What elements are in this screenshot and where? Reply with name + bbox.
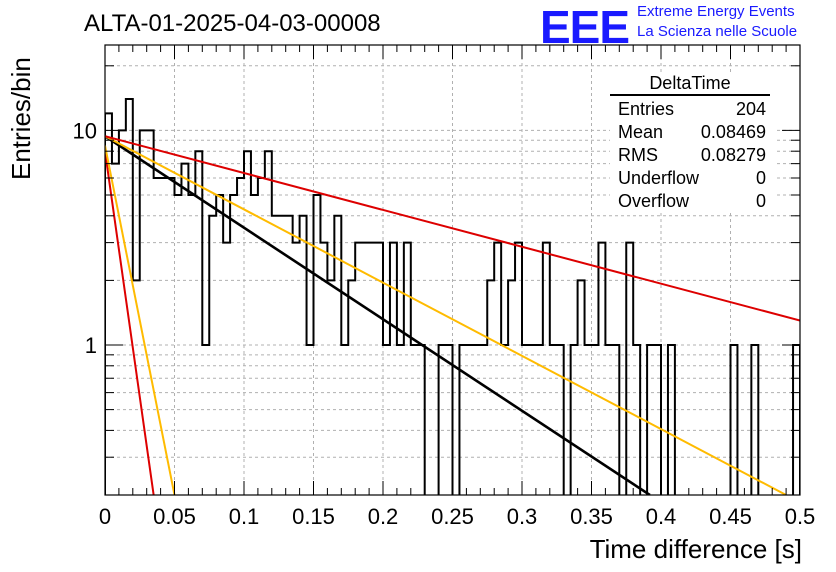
x-tick-label: 0.4 xyxy=(646,504,677,529)
stats-label: Underflow xyxy=(618,168,700,188)
logo-tagline-1: Extreme Energy Events xyxy=(637,3,795,20)
y-tick-label: 1 xyxy=(85,333,97,358)
fit-curves xyxy=(105,135,800,495)
stats-row-underflow: Underflow 0 xyxy=(610,167,776,190)
y-axis-label: Entries/bin xyxy=(6,57,36,180)
stats-label: RMS xyxy=(618,145,658,165)
x-axis-label: Time difference [s] xyxy=(589,534,802,564)
fit-curve-5 xyxy=(105,135,800,322)
x-tick-label: 0.05 xyxy=(153,504,196,529)
stats-value: 0 xyxy=(755,168,766,188)
stats-box: DeltaTime Entries 204 Mean 0.08469 RMS 0… xyxy=(610,72,776,213)
stats-label: Overflow xyxy=(618,191,690,211)
fit-curve-2 xyxy=(105,145,176,495)
x-tick-label: 0.35 xyxy=(570,504,613,529)
stats-label: Mean xyxy=(618,122,664,142)
stats-value: 0.08469 xyxy=(700,122,766,142)
x-tick-label: 0.25 xyxy=(431,504,474,529)
stats-label: Entries xyxy=(618,99,675,119)
stats-row-entries: Entries 204 xyxy=(610,98,776,121)
x-tick-label: 0.3 xyxy=(507,504,538,529)
x-tick-label: 0.1 xyxy=(229,504,260,529)
x-tick-label: 0.45 xyxy=(709,504,752,529)
axis-ticks: 0 0.05 0.1 0.15 0.2 0.25 0.3 0.35 0.4 0.45 0.5 1 10 xyxy=(73,45,816,529)
eee-logo: EEE xyxy=(540,1,630,53)
x-tick-label: 0 xyxy=(99,504,111,529)
x-tick-label: 0.2 xyxy=(368,504,399,529)
fit-curve-1 xyxy=(105,151,155,495)
stats-title: DeltaTime xyxy=(610,72,770,96)
fit-curve-4 xyxy=(105,135,787,495)
y-tick-label: 10 xyxy=(73,118,97,143)
plot-title: ALTA-01-2025-04-03-00008 xyxy=(84,10,381,37)
stats-value: 204 xyxy=(735,99,766,119)
x-tick-label: 0.5 xyxy=(785,504,816,529)
fit-curve-3 xyxy=(105,135,651,495)
stats-row-rms: RMS 0.08279 xyxy=(610,144,776,167)
stats-row-mean: Mean 0.08469 xyxy=(610,121,776,144)
x-tick-label: 0.15 xyxy=(292,504,335,529)
stats-value: 0 xyxy=(755,191,766,211)
stats-value: 0.08279 xyxy=(700,145,766,165)
stats-row-overflow: Overflow 0 xyxy=(610,190,776,213)
logo-tagline-2: La Scienza nelle Scuole xyxy=(637,23,798,40)
